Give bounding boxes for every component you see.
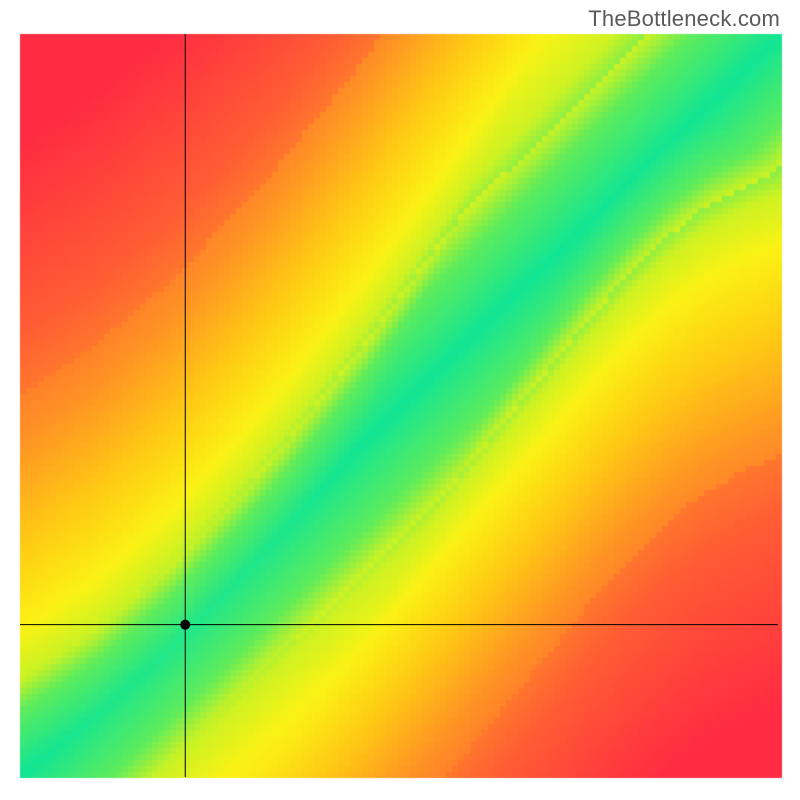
bottleneck-heatmap — [0, 0, 800, 800]
watermark-text: TheBottleneck.com — [588, 6, 780, 32]
